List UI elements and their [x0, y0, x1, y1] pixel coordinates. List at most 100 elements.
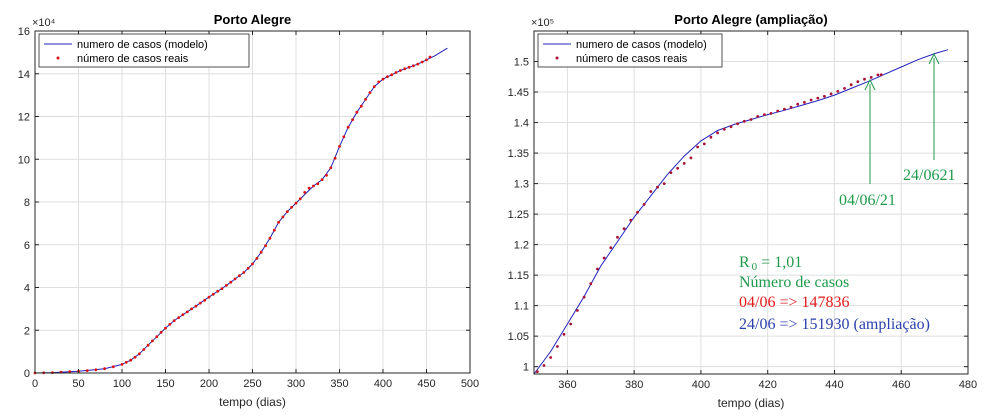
- right-ytick-label: 1: [523, 362, 529, 374]
- left-real-point: [103, 367, 106, 371]
- right-real-point: [689, 156, 693, 160]
- right-real-point: [702, 142, 706, 146]
- left-real-point: [246, 266, 250, 270]
- right-real-point: [662, 182, 666, 186]
- arrow-head-2406: [928, 52, 940, 65]
- left-real-point: [277, 220, 280, 224]
- right-legend-model-label: numero de casos (modelo): [576, 39, 707, 51]
- r0-base: R: [739, 254, 750, 271]
- left-legend-point-swatch: [56, 56, 60, 60]
- left-real-point: [355, 110, 359, 114]
- left-real-point: [359, 104, 363, 108]
- arrow-head-0406: [864, 78, 876, 91]
- right-real-point: [649, 190, 653, 193]
- left-real-point: [164, 326, 167, 330]
- right-real-point: [776, 109, 780, 113]
- left-real-point: [351, 118, 354, 122]
- left-real-point: [251, 262, 254, 266]
- left-real-point: [159, 331, 163, 334]
- right-real-point: [636, 210, 639, 214]
- left-xtick-label: 0: [32, 378, 38, 390]
- right-real-point: [535, 370, 539, 373]
- left-xlabel: tempo (dias): [219, 395, 286, 409]
- right-ytick-label: 1.25: [508, 209, 529, 221]
- right-xtick-label: 460: [892, 379, 910, 391]
- left-real-point: [203, 298, 207, 302]
- right-ytick-label: 1.3: [514, 179, 529, 191]
- right-real-point: [582, 295, 586, 299]
- right-real-point: [869, 76, 873, 79]
- right-real-point: [676, 166, 679, 170]
- left-real-point: [259, 250, 263, 254]
- left-real-point: [94, 368, 98, 372]
- left-real-point: [312, 184, 315, 188]
- left-real-point: [285, 210, 289, 214]
- left-real-point: [403, 67, 407, 71]
- left-real-point: [303, 191, 307, 194]
- left-real-point: [225, 284, 228, 287]
- left-real-point: [320, 178, 324, 182]
- right-xtick-label: 400: [692, 379, 710, 391]
- left-real-point: [168, 322, 172, 326]
- right-real-point: [542, 364, 546, 367]
- right-real-point: [736, 122, 739, 126]
- left-xtick-label: 500: [461, 378, 479, 390]
- right-real-point: [829, 92, 833, 96]
- right-real-point: [816, 96, 820, 100]
- left-real-point: [416, 62, 420, 66]
- left-xtick-label: 250: [243, 378, 261, 390]
- left-real-point: [342, 135, 346, 139]
- left-real-point: [68, 370, 72, 374]
- cases-0406: 04/06 => 147836: [739, 294, 850, 311]
- right-real-point: [729, 125, 733, 129]
- left-real-point: [242, 271, 246, 274]
- right-real-point: [602, 256, 606, 260]
- left-legend-box: [38, 33, 250, 68]
- left-real-point: [181, 313, 185, 316]
- left-title: Porto Alegre: [214, 12, 292, 27]
- left-real-point: [329, 166, 333, 170]
- right-real-point: [656, 185, 659, 189]
- right-real-point: [756, 115, 760, 118]
- right-real-point: [562, 332, 566, 336]
- cases-heading: Número de casos: [739, 274, 849, 291]
- right-real-point: [843, 87, 846, 90]
- left-ytick-label: 8: [24, 197, 30, 209]
- right-real-point: [596, 267, 599, 271]
- left-xtick-label: 50: [72, 378, 84, 390]
- left-legend-real-label: número de casos reais: [77, 53, 189, 65]
- left-ytick-label: 4: [24, 283, 30, 295]
- left-real-point: [390, 73, 394, 77]
- right-axes-box: [533, 30, 969, 375]
- left-real-point: [142, 348, 146, 351]
- right-real-point: [722, 127, 726, 131]
- right-xtick-label: 480: [959, 379, 977, 391]
- left-real-point: [238, 274, 241, 278]
- left-xtick-label: 400: [374, 378, 392, 390]
- right-real-point: [836, 90, 840, 93]
- right-real-point: [642, 202, 646, 206]
- left-real-point: [394, 71, 398, 74]
- right-real-point: [769, 112, 773, 115]
- left-real-point: [346, 125, 350, 129]
- left-ytick-label: 0: [24, 368, 30, 380]
- left-ytick-label: 10: [18, 154, 30, 166]
- right-legend-point-swatch: [555, 56, 559, 60]
- r0-subscript: 0: [752, 261, 758, 273]
- left-real-point: [211, 292, 215, 296]
- right-ytick-label: 1.35: [508, 148, 529, 160]
- left-real-point: [207, 295, 211, 299]
- right-ytick-label: 1.45: [508, 87, 529, 99]
- right-real-point: [696, 145, 699, 149]
- left-xtick-label: 100: [113, 378, 131, 390]
- left-real-point: [290, 205, 293, 209]
- left-real-point: [264, 244, 267, 248]
- left-real-point: [151, 339, 154, 343]
- left-xtick-label: 450: [417, 378, 435, 390]
- left-real-point: [420, 60, 424, 64]
- right-real-point: [742, 119, 746, 123]
- left-real-point: [399, 69, 402, 72]
- right-real-point: [763, 113, 766, 116]
